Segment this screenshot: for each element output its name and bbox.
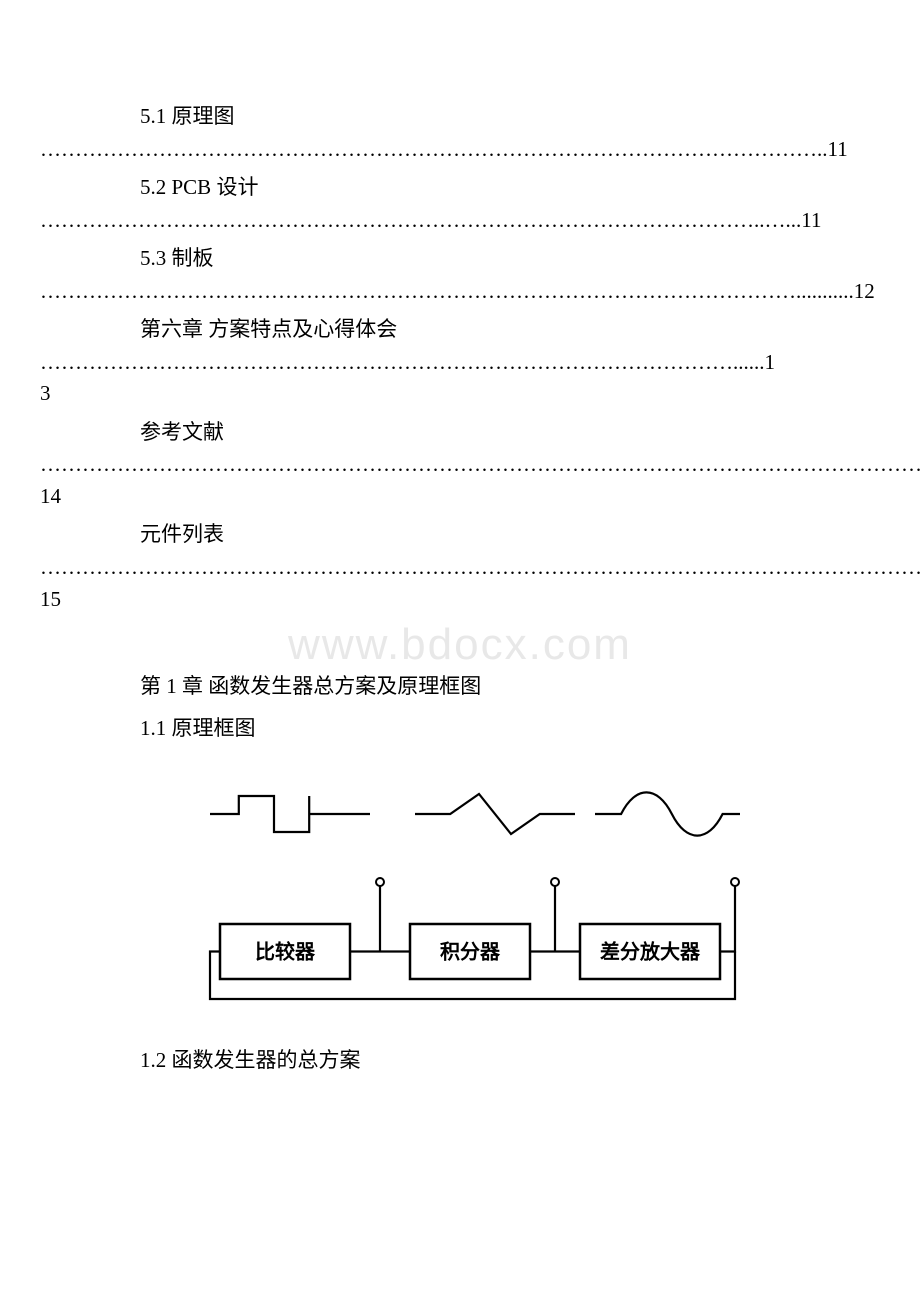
toc-title: 参考文献 xyxy=(40,416,880,450)
chapter-title: 第 1 章 函数发生器总方案及原理框图 xyxy=(40,665,880,707)
toc-dots: …………………………………………………………………………………………………..1… xyxy=(40,134,880,166)
toc-dots: …………………………………………………………………………………………………………… xyxy=(40,449,880,512)
section-title: 1.1 原理框图 xyxy=(40,707,880,749)
block-diagram-svg: 比较器 积分器 差分放大器 xyxy=(180,774,740,1004)
toc-entry: 5.2 PCB 设计 ……………………………………………………………………………… xyxy=(40,171,880,236)
toc-title: 第六章 方案特点及心得体会 xyxy=(40,313,880,347)
toc-dots: …………………………………………………………………………………………………………… xyxy=(40,552,880,615)
toc-title: 5.2 PCB 设计 xyxy=(40,171,880,205)
toc-entry: 参考文献 ……………………………………………………………………………………………… xyxy=(40,416,880,513)
toc-title: 5.1 原理图 xyxy=(40,100,880,134)
svg-text:积分器: 积分器 xyxy=(440,941,501,964)
svg-text:比较器: 比较器 xyxy=(255,940,316,964)
toc-entry: 元件列表 ……………………………………………………………………………………………… xyxy=(40,518,880,615)
toc-dots: …………………………………………………………………………………………..…...… xyxy=(40,205,880,237)
toc-title: 5.3 制板 xyxy=(40,242,880,276)
toc-title: 元件列表 xyxy=(40,518,880,552)
toc-entry: 5.3 制板 ………………………………………………………………………………………… xyxy=(40,242,880,307)
toc-dots: ………………………………………………………………………………………………....… xyxy=(40,276,880,308)
svg-text:差分放大器: 差分放大器 xyxy=(600,940,701,964)
toc-page-number: 3 xyxy=(40,378,880,410)
toc-entry: 5.1 原理图 ……………………………………………………………………………………… xyxy=(40,100,880,165)
block-diagram: 比较器 积分器 差分放大器 xyxy=(40,774,880,1009)
section-title: 1.2 函数发生器的总方案 xyxy=(40,1039,880,1081)
toc-entry: 第六章 方案特点及心得体会 ……………………………………………………………………… xyxy=(40,313,880,410)
toc-dots: ………………………………………………………………………………………......1 xyxy=(40,347,880,379)
chapter-block: 第 1 章 函数发生器总方案及原理框图 1.1 原理框图 比较器 积分器 差分放大器… xyxy=(40,665,880,1081)
